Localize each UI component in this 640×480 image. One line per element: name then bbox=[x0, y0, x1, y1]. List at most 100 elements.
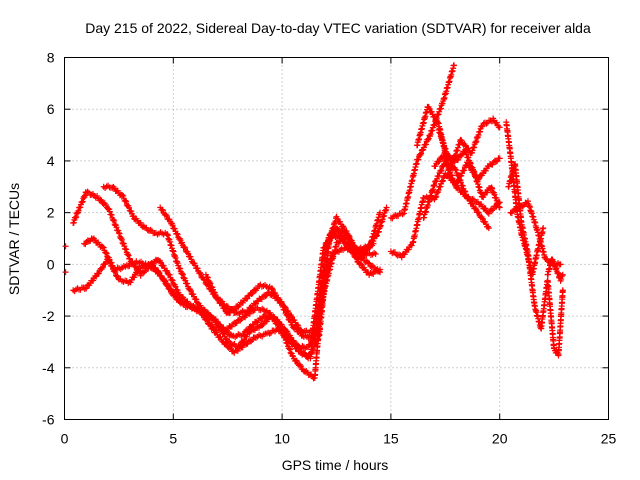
axis-ticks: 0 5 10 15 20 25 -6 -4 -2 0 2 4 6 8 bbox=[42, 50, 616, 447]
data-point-marker bbox=[249, 322, 256, 329]
data-point-marker bbox=[290, 337, 297, 344]
data-point-marker bbox=[105, 205, 112, 212]
data-point-marker bbox=[310, 345, 317, 352]
data-point-marker bbox=[373, 232, 380, 239]
data-point-marker bbox=[433, 193, 440, 200]
data-point-marker bbox=[435, 187, 442, 194]
data-point-marker bbox=[458, 137, 465, 144]
data-point-marker bbox=[372, 267, 379, 274]
series-arc16 bbox=[544, 256, 566, 284]
data-point-marker bbox=[422, 141, 429, 148]
data-point-marker bbox=[157, 259, 164, 266]
data-point-marker bbox=[180, 300, 187, 307]
data-point-marker bbox=[165, 282, 172, 289]
data-point-marker bbox=[209, 286, 216, 293]
data-point-marker bbox=[297, 346, 304, 353]
data-point-marker bbox=[461, 141, 468, 148]
data-point-marker bbox=[163, 212, 170, 219]
data-point-marker bbox=[300, 349, 307, 356]
x-tick-label: 5 bbox=[169, 431, 177, 447]
data-point-marker bbox=[434, 119, 441, 126]
data-point-marker bbox=[187, 253, 194, 260]
data-point-marker bbox=[124, 251, 131, 258]
data-point-marker bbox=[352, 250, 359, 257]
isolated-points bbox=[62, 243, 69, 276]
series-arc1 bbox=[70, 188, 384, 352]
data-point-marker bbox=[204, 274, 211, 281]
data-point-marker bbox=[346, 236, 353, 243]
data-point-marker bbox=[448, 160, 455, 167]
data-point-marker bbox=[182, 277, 189, 284]
data-point-marker bbox=[177, 265, 184, 272]
data-point-marker bbox=[187, 287, 194, 294]
data-point-marker bbox=[455, 173, 462, 180]
data-point-marker bbox=[425, 136, 432, 143]
data-point-marker bbox=[110, 216, 117, 223]
data-point-marker bbox=[161, 277, 168, 284]
data-point-marker bbox=[475, 209, 482, 216]
data-point-marker bbox=[439, 178, 446, 185]
data-point-marker bbox=[275, 295, 282, 302]
data-point-marker bbox=[287, 349, 294, 356]
data-point-marker bbox=[224, 328, 231, 335]
data-point-marker bbox=[175, 262, 182, 269]
data-point-marker bbox=[444, 161, 451, 168]
data-point-marker bbox=[557, 261, 564, 268]
data-point-marker bbox=[369, 262, 376, 269]
grid-lines bbox=[64, 57, 609, 420]
data-point-marker bbox=[353, 251, 360, 258]
y-tick-label: 0 bbox=[47, 256, 55, 272]
y-tick-label: 8 bbox=[47, 50, 55, 66]
data-point-marker bbox=[122, 197, 129, 204]
data-point-marker bbox=[332, 226, 339, 233]
y-tick-label: 2 bbox=[47, 205, 55, 221]
data-point-marker bbox=[97, 196, 104, 203]
data-point-marker bbox=[176, 291, 183, 298]
data-point-marker bbox=[220, 324, 227, 331]
data-point-marker bbox=[262, 293, 269, 300]
data-point-marker bbox=[116, 230, 123, 237]
data-point-marker bbox=[174, 287, 181, 294]
data-point-marker bbox=[147, 226, 154, 233]
data-point-marker bbox=[197, 270, 204, 277]
data-point-marker bbox=[249, 290, 256, 297]
data-point-marker bbox=[496, 155, 503, 162]
data-point-marker bbox=[211, 289, 218, 296]
data-point-marker bbox=[321, 245, 328, 252]
data-point-marker bbox=[282, 307, 289, 314]
series-arc15 bbox=[507, 198, 564, 269]
data-point-marker bbox=[452, 166, 459, 173]
data-point-marker bbox=[90, 277, 97, 284]
data-point-marker bbox=[223, 327, 230, 334]
data-point-marker bbox=[418, 150, 425, 157]
data-point-marker bbox=[137, 272, 144, 279]
data-point-marker bbox=[366, 260, 373, 267]
data-point-marker bbox=[115, 229, 122, 236]
data-point-marker bbox=[131, 274, 138, 281]
data-point-marker bbox=[248, 290, 255, 297]
data-point-marker bbox=[95, 270, 102, 277]
data-point-marker bbox=[222, 340, 229, 347]
data-point-marker bbox=[312, 341, 319, 348]
data-point-marker bbox=[462, 188, 469, 195]
data-point-marker bbox=[194, 265, 201, 272]
data-point-marker bbox=[99, 264, 106, 271]
data-point-marker bbox=[179, 239, 186, 246]
data-point-marker bbox=[278, 321, 285, 328]
data-point-marker bbox=[230, 307, 237, 314]
data-point-marker bbox=[559, 287, 566, 294]
data-point-marker bbox=[158, 273, 165, 280]
data-point-marker bbox=[449, 160, 456, 167]
data-point-marker bbox=[287, 334, 294, 341]
data-point-marker bbox=[387, 214, 394, 221]
data-point-marker bbox=[443, 152, 450, 159]
data-point-marker bbox=[266, 330, 273, 337]
data-point-marker bbox=[206, 311, 213, 318]
data-point-marker bbox=[437, 183, 444, 190]
data-point-marker bbox=[426, 132, 433, 139]
data-point-marker bbox=[100, 244, 107, 251]
x-axis-label: GPS time / hours bbox=[282, 457, 389, 473]
data-point-marker bbox=[345, 235, 352, 242]
data-point-marker bbox=[84, 188, 91, 195]
data-point-marker bbox=[362, 250, 369, 257]
